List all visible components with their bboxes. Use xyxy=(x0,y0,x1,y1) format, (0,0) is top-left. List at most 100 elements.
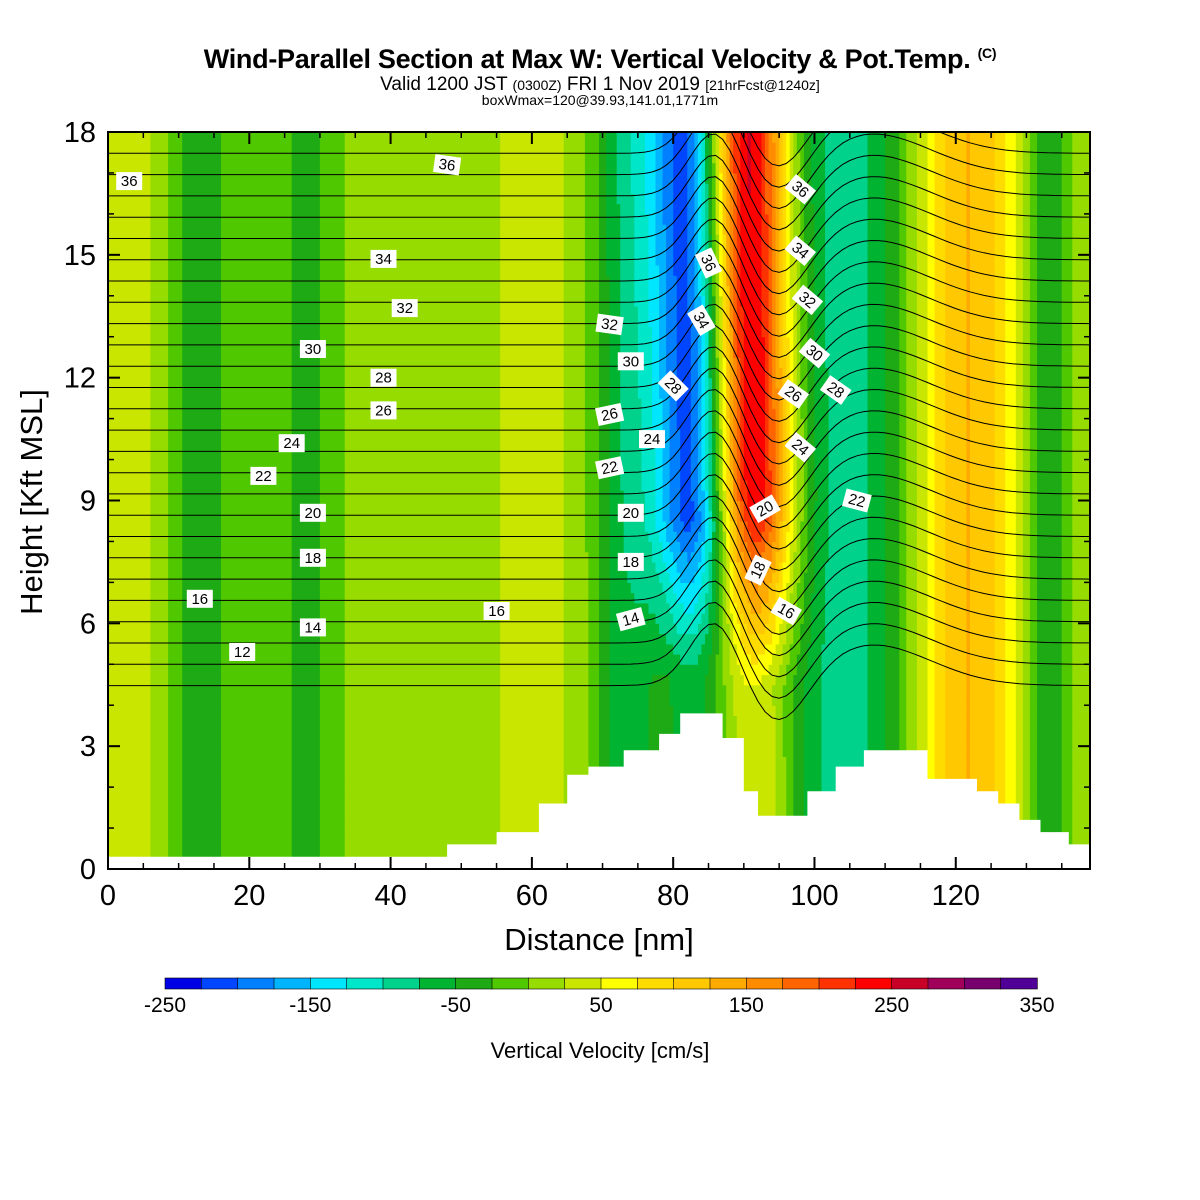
velocity-cell xyxy=(705,142,710,153)
velocity-cell xyxy=(765,172,773,184)
velocity-cell xyxy=(715,203,720,215)
velocity-cell xyxy=(708,203,713,215)
velocity-cell xyxy=(221,295,293,307)
velocity-cell xyxy=(719,336,724,348)
velocity-cell xyxy=(966,367,971,379)
velocity-cell xyxy=(899,428,907,440)
velocity-cell xyxy=(733,265,738,276)
velocity-cell xyxy=(697,357,702,368)
velocity-cell xyxy=(662,449,671,461)
velocity-cell xyxy=(108,306,151,317)
velocity-cell xyxy=(108,398,151,409)
velocity-cell xyxy=(701,244,706,256)
velocity-cell xyxy=(789,357,794,368)
velocity-cell xyxy=(1061,623,1073,635)
velocity-cell xyxy=(182,613,222,624)
velocity-cell xyxy=(291,715,321,727)
velocity-cell xyxy=(1022,336,1031,348)
velocity-cell xyxy=(761,254,770,266)
velocity-cell xyxy=(916,613,929,624)
velocity-cell xyxy=(676,295,688,307)
velocity-cell xyxy=(733,132,741,143)
velocity-cell xyxy=(814,377,830,389)
velocity-cell xyxy=(810,592,826,604)
velocity-cell xyxy=(319,797,346,809)
velocity-cell xyxy=(712,408,717,420)
velocity-cell xyxy=(726,531,731,542)
velocity-cell xyxy=(885,654,900,665)
velocity-cell xyxy=(719,551,724,563)
velocity-cell xyxy=(814,551,830,563)
velocity-cell xyxy=(221,439,293,450)
velocity-cell xyxy=(150,756,169,768)
velocity-cell xyxy=(1037,572,1063,583)
velocity-cell xyxy=(969,213,996,225)
velocity-cell xyxy=(708,531,713,542)
velocity-cell xyxy=(740,244,763,256)
velocity-cell xyxy=(500,203,565,215)
velocity-cell xyxy=(899,449,907,461)
velocity-cell xyxy=(168,316,183,328)
velocity-cell xyxy=(733,623,741,635)
forecast-info: [21hrFcst@1240z] xyxy=(705,77,820,93)
velocity-cell xyxy=(616,132,632,143)
velocity-cell xyxy=(715,684,727,696)
velocity-cell xyxy=(719,275,724,287)
velocity-cell xyxy=(803,224,816,235)
velocity-cell xyxy=(1061,306,1073,317)
velocity-cell xyxy=(620,449,642,461)
velocity-cell xyxy=(708,162,713,174)
velocity-cell xyxy=(344,602,501,614)
velocity-cell xyxy=(500,152,565,164)
velocity-cell xyxy=(705,490,710,502)
velocity-cell xyxy=(966,715,971,727)
chart-title: Wind-Parallel Section at Max W: Vertical… xyxy=(0,44,1200,75)
velocity-cell xyxy=(715,347,720,358)
velocity-cell xyxy=(927,561,936,573)
velocity-cell xyxy=(726,234,731,246)
velocity-cell xyxy=(906,480,918,491)
velocity-cell xyxy=(966,172,971,184)
velocity-cell xyxy=(807,500,816,512)
velocity-cell xyxy=(182,684,222,696)
velocity-cell xyxy=(743,418,766,430)
velocity-cell xyxy=(715,551,720,563)
velocity-cell xyxy=(733,193,738,205)
velocity-cell xyxy=(733,592,741,604)
velocity-cell xyxy=(906,172,918,184)
velocity-cell xyxy=(1015,306,1024,317)
velocity-cell xyxy=(807,326,816,338)
velocity-cell xyxy=(182,695,222,706)
velocity-cell xyxy=(584,367,600,379)
velocity-cell xyxy=(885,377,900,389)
velocity-cell xyxy=(221,162,293,174)
velocity-cell xyxy=(108,213,151,225)
velocity-cell xyxy=(221,602,293,614)
theta-contour xyxy=(108,240,1090,337)
velocity-cell xyxy=(1015,684,1024,696)
velocity-cell xyxy=(722,132,727,143)
contour-label-text: 24 xyxy=(283,435,300,452)
velocity-cell xyxy=(150,224,169,235)
velocity-cell xyxy=(786,551,791,563)
velocity-cell xyxy=(775,725,784,737)
velocity-cell xyxy=(182,480,222,491)
velocity-cell xyxy=(319,572,346,583)
contour-label: 14 xyxy=(299,618,326,637)
velocity-cell xyxy=(994,684,1006,696)
velocity-cell xyxy=(1037,797,1063,809)
velocity-cell xyxy=(584,295,600,307)
velocity-cell xyxy=(994,787,1006,798)
velocity-cell xyxy=(729,469,734,481)
velocity-cell xyxy=(221,787,293,798)
theta-contour xyxy=(108,516,1090,614)
velocity-cell xyxy=(344,633,501,645)
velocity-cell xyxy=(1022,746,1031,757)
velocity-cell xyxy=(1005,172,1017,184)
velocity-cell xyxy=(789,428,794,440)
velocity-cell xyxy=(945,602,967,614)
velocity-cell xyxy=(945,695,967,706)
velocity-cell xyxy=(733,408,738,420)
velocity-cell xyxy=(500,295,565,307)
velocity-cell xyxy=(722,213,727,225)
